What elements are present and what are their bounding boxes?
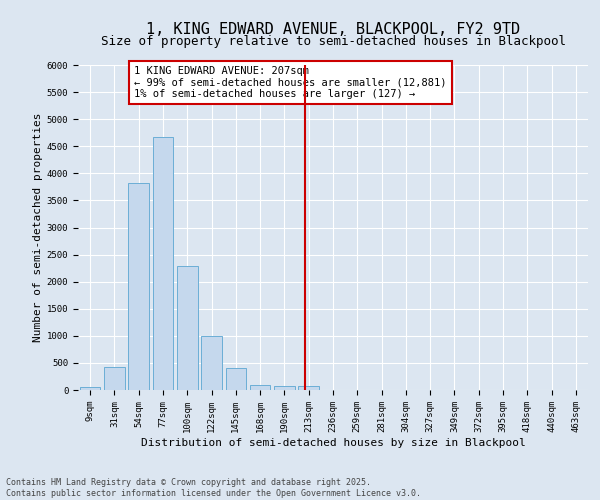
Bar (226, 368, 246, 390)
Text: 1, KING EDWARD AVENUE, BLACKPOOL, FY2 9TD: 1, KING EDWARD AVENUE, BLACKPOOL, FY2 9T… (146, 22, 520, 38)
Bar (177, 266, 197, 390)
Bar (250, 384, 271, 390)
Bar (128, 183, 149, 390)
Y-axis label: Number of semi-detached properties: Number of semi-detached properties (32, 113, 43, 342)
Bar (80, 388, 100, 390)
Text: Size of property relative to semi-detached houses in Blackpool: Size of property relative to semi-detach… (101, 35, 566, 48)
Bar (274, 386, 295, 390)
Bar (104, 366, 125, 390)
X-axis label: Distribution of semi-detached houses by size in Blackpool: Distribution of semi-detached houses by … (140, 438, 526, 448)
Text: 1 KING EDWARD AVENUE: 207sqm
← 99% of semi-detached houses are smaller (12,881)
: 1 KING EDWARD AVENUE: 207sqm ← 99% of se… (134, 66, 446, 100)
Bar (298, 386, 319, 390)
Bar (152, 136, 173, 390)
Bar (201, 336, 222, 390)
Text: Contains HM Land Registry data © Crown copyright and database right 2025.
Contai: Contains HM Land Registry data © Crown c… (6, 478, 421, 498)
